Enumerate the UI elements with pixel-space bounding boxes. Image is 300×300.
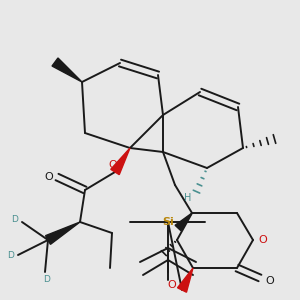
Polygon shape (178, 268, 193, 292)
Text: O: O (266, 276, 274, 286)
Text: O: O (259, 235, 267, 245)
Text: O: O (45, 172, 53, 182)
Text: Si: Si (162, 217, 174, 227)
Text: D: D (12, 215, 18, 224)
Text: O: O (109, 160, 117, 170)
Text: O: O (168, 280, 176, 290)
Text: D: D (44, 274, 50, 284)
Text: D: D (8, 250, 14, 260)
Polygon shape (175, 213, 192, 231)
Text: H: H (184, 193, 192, 203)
Polygon shape (52, 58, 82, 82)
Polygon shape (111, 148, 130, 175)
Polygon shape (46, 222, 80, 244)
